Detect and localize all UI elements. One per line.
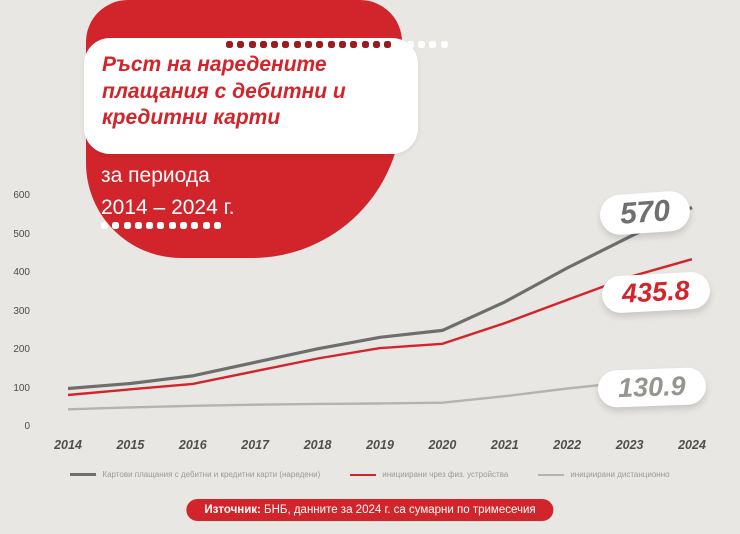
legend-label: инициирани дистанционно	[570, 470, 670, 479]
legend-swatch-icon	[538, 473, 565, 476]
x-tick-label: 2024	[678, 438, 706, 452]
decor-dot	[316, 41, 324, 48]
decor-dot	[327, 41, 335, 48]
decor-dot	[259, 41, 267, 48]
decor-dot	[282, 41, 290, 48]
decor-dot	[146, 222, 154, 229]
decor-dot	[384, 41, 392, 48]
y-tick-label: 100	[13, 382, 30, 394]
x-axis: 2014 2015 2016 2017 2018 2019 2020 2021 2022 2023…	[0, 438, 740, 458]
dots-decoration-bottom	[101, 222, 221, 229]
x-tick-label: 2017	[241, 438, 270, 452]
series-line-2	[67, 375, 693, 411]
decor-dot	[191, 222, 199, 229]
source-text: БНБ, данните за 2024 г. са сумарни по тр…	[260, 504, 536, 516]
decor-dot	[213, 222, 221, 229]
decor-dot	[429, 41, 437, 48]
x-tick-label: 2020	[428, 438, 457, 452]
decor-dot	[338, 41, 346, 48]
value-label-remote: 130.9	[597, 367, 707, 408]
x-tick-label: 2023	[615, 438, 644, 452]
decor-dot	[350, 41, 358, 48]
decor-dot	[418, 41, 426, 48]
legend-label: Картови плащания с дебитни и кредитни ка…	[102, 470, 321, 479]
decor-dot	[271, 41, 279, 48]
decor-dot	[112, 222, 120, 229]
legend-item: инициирани дистанционно	[538, 470, 670, 479]
source-bar: Източник: БНБ, данните за 2024 г. са сум…	[186, 499, 554, 521]
page-title: Ръст на наредените плащания с дебитни и …	[102, 53, 346, 130]
value-label-total: 570	[598, 189, 692, 237]
x-tick-label: 2021	[490, 438, 519, 452]
legend-item: Картови плащания с дебитни и кредитни ка…	[70, 470, 320, 479]
decor-dot	[180, 222, 188, 229]
period-line1: за периода	[101, 164, 210, 187]
series-line-0	[67, 206, 693, 391]
y-tick-label: 200	[13, 344, 30, 355]
y-tick-label: 0	[24, 421, 30, 432]
legend-item: инициирани чрез физ. устройства	[350, 470, 508, 479]
x-tick-label: 2014	[54, 438, 82, 452]
y-tick-label: 300	[13, 305, 30, 317]
legend-swatch-icon	[350, 473, 377, 476]
x-tick-label: 2015	[116, 438, 145, 452]
decor-dot	[101, 222, 108, 229]
decor-dot	[237, 41, 245, 48]
y-axis: 0 100 200 300 400 500 600	[2, 0, 30, 440]
title-card: Ръст на наредените плащания с дебитни и …	[84, 38, 418, 154]
chart-legend: Картови плащания с дебитни и кредитни ка…	[0, 470, 740, 479]
decor-dot	[248, 41, 256, 48]
x-tick-label: 2019	[366, 438, 394, 452]
decor-dot	[123, 222, 131, 229]
x-tick-label: 2018	[303, 438, 332, 452]
period-line2: 2014 – 2024 г.	[101, 195, 235, 219]
decor-dot	[395, 41, 403, 48]
decor-dot	[361, 41, 369, 48]
period-label: за периода 2014 – 2024 г.	[101, 160, 235, 223]
decor-dot	[134, 222, 142, 229]
decor-dot	[440, 41, 448, 48]
dots-decoration-top	[226, 41, 448, 48]
y-tick-label: 400	[13, 267, 30, 278]
y-tick-label: 600	[13, 190, 30, 201]
decor-dot	[293, 41, 301, 48]
decor-dot	[372, 41, 380, 48]
x-tick-label: 2022	[553, 438, 582, 452]
decor-dot	[202, 222, 210, 229]
decor-dot	[157, 222, 165, 229]
decor-dot	[168, 222, 176, 229]
y-tick-label: 500	[13, 228, 30, 240]
source-label: Източник:	[204, 504, 261, 516]
value-label-physical: 435.8	[601, 271, 711, 314]
legend-swatch-icon	[70, 473, 97, 476]
legend-label: инициирани чрез физ. устройства	[382, 470, 509, 479]
decor-dot	[406, 41, 414, 48]
x-tick-label: 2016	[178, 438, 207, 452]
decor-dot	[226, 41, 233, 48]
decor-dot	[305, 41, 313, 48]
series-line-1	[67, 258, 693, 397]
